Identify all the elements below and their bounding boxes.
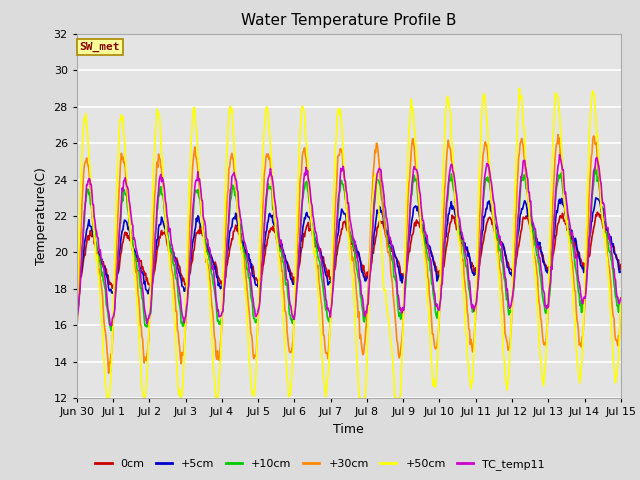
+30cm bbox=[140, 348, 147, 354]
+50cm bbox=[73, 321, 81, 327]
+10cm bbox=[140, 305, 147, 311]
+10cm bbox=[431, 309, 439, 315]
Line: +5cm: +5cm bbox=[77, 198, 621, 295]
TC_temp11 bbox=[556, 152, 563, 157]
+50cm bbox=[516, 85, 524, 91]
+50cm bbox=[103, 396, 111, 401]
+5cm bbox=[73, 292, 81, 298]
TC_temp11 bbox=[108, 323, 115, 328]
+5cm bbox=[83, 227, 90, 233]
0cm bbox=[617, 262, 625, 267]
+50cm bbox=[416, 200, 424, 206]
TC_temp11 bbox=[223, 237, 231, 243]
TC_temp11 bbox=[73, 316, 81, 322]
0cm bbox=[194, 229, 202, 235]
+5cm bbox=[592, 195, 600, 201]
Line: 0cm: 0cm bbox=[77, 212, 621, 289]
TC_temp11 bbox=[83, 182, 90, 188]
Legend: 0cm, +5cm, +10cm, +30cm, +50cm, TC_temp11: 0cm, +5cm, +10cm, +30cm, +50cm, TC_temp1… bbox=[90, 455, 550, 474]
+10cm bbox=[107, 327, 115, 333]
+30cm bbox=[195, 176, 202, 181]
+5cm bbox=[415, 209, 422, 215]
Y-axis label: Temperature(C): Temperature(C) bbox=[35, 167, 48, 265]
X-axis label: Time: Time bbox=[333, 423, 364, 436]
0cm bbox=[593, 209, 601, 215]
0cm bbox=[415, 219, 422, 225]
+30cm bbox=[431, 346, 439, 352]
+30cm bbox=[416, 211, 424, 217]
+50cm bbox=[83, 123, 90, 129]
+30cm bbox=[554, 132, 562, 137]
+30cm bbox=[73, 321, 81, 327]
+30cm bbox=[83, 155, 90, 161]
+30cm bbox=[105, 371, 113, 376]
TC_temp11 bbox=[431, 300, 439, 306]
+5cm bbox=[223, 255, 230, 261]
0cm bbox=[223, 264, 230, 269]
+10cm bbox=[591, 165, 599, 170]
+30cm bbox=[617, 303, 625, 309]
TC_temp11 bbox=[617, 295, 625, 301]
+50cm bbox=[140, 392, 147, 397]
+5cm bbox=[617, 268, 625, 274]
0cm bbox=[431, 260, 438, 265]
Title: Water Temperature Profile B: Water Temperature Profile B bbox=[241, 13, 456, 28]
0cm bbox=[83, 240, 90, 246]
+30cm bbox=[223, 192, 231, 198]
+10cm bbox=[416, 206, 424, 212]
+10cm bbox=[83, 190, 90, 196]
+10cm bbox=[195, 193, 202, 199]
+10cm bbox=[223, 235, 231, 241]
+5cm bbox=[139, 270, 147, 276]
Line: +10cm: +10cm bbox=[77, 168, 621, 330]
+50cm bbox=[431, 384, 439, 390]
TC_temp11 bbox=[416, 189, 424, 194]
TC_temp11 bbox=[140, 293, 147, 299]
+50cm bbox=[195, 162, 202, 168]
+50cm bbox=[617, 294, 625, 300]
+5cm bbox=[431, 263, 438, 269]
+5cm bbox=[194, 213, 202, 219]
0cm bbox=[139, 264, 147, 270]
TC_temp11 bbox=[195, 178, 202, 183]
Line: +30cm: +30cm bbox=[77, 134, 621, 373]
+10cm bbox=[617, 296, 625, 301]
Line: TC_temp11: TC_temp11 bbox=[77, 155, 621, 325]
+50cm bbox=[223, 144, 231, 150]
Text: SW_met: SW_met bbox=[79, 42, 120, 52]
Line: +50cm: +50cm bbox=[77, 88, 621, 398]
0cm bbox=[73, 286, 81, 292]
+10cm bbox=[73, 319, 81, 325]
